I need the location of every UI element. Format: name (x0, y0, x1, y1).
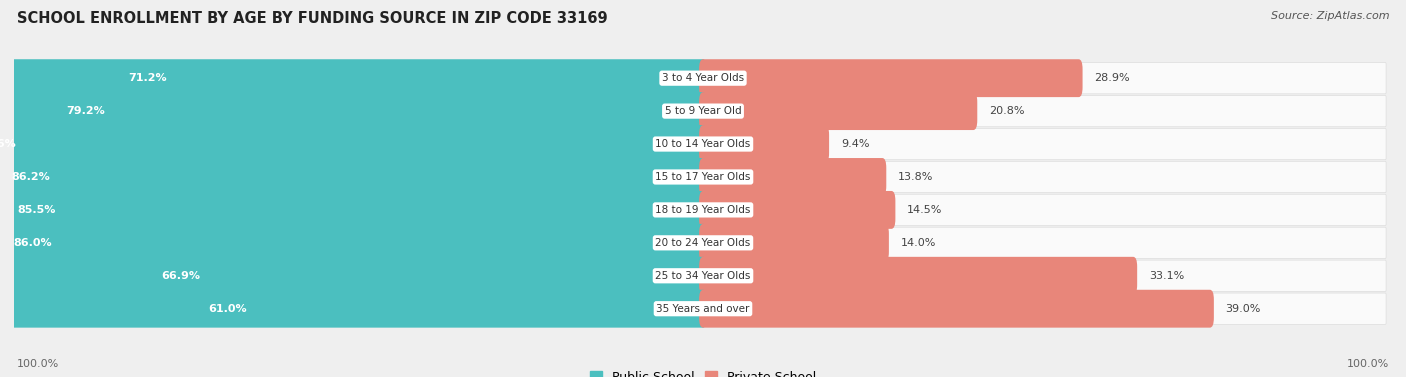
FancyBboxPatch shape (0, 290, 707, 328)
FancyBboxPatch shape (699, 158, 886, 196)
Text: 28.9%: 28.9% (1094, 73, 1130, 83)
FancyBboxPatch shape (20, 95, 1386, 127)
Text: 86.0%: 86.0% (13, 238, 52, 248)
Text: SCHOOL ENROLLMENT BY AGE BY FUNDING SOURCE IN ZIP CODE 33169: SCHOOL ENROLLMENT BY AGE BY FUNDING SOUR… (17, 11, 607, 26)
FancyBboxPatch shape (699, 290, 1213, 328)
Text: 86.2%: 86.2% (11, 172, 51, 182)
Text: 20.8%: 20.8% (988, 106, 1025, 116)
FancyBboxPatch shape (0, 158, 707, 196)
FancyBboxPatch shape (20, 260, 1386, 291)
FancyBboxPatch shape (699, 224, 889, 262)
Text: 25 to 34 Year Olds: 25 to 34 Year Olds (655, 271, 751, 281)
FancyBboxPatch shape (20, 63, 1386, 94)
Text: 39.0%: 39.0% (1226, 304, 1261, 314)
Text: Source: ZipAtlas.com: Source: ZipAtlas.com (1271, 11, 1389, 21)
Text: 100.0%: 100.0% (1347, 359, 1389, 369)
FancyBboxPatch shape (0, 191, 707, 229)
FancyBboxPatch shape (699, 92, 977, 130)
FancyBboxPatch shape (20, 129, 1386, 160)
FancyBboxPatch shape (0, 224, 707, 262)
Text: 66.9%: 66.9% (162, 271, 201, 281)
Text: 10 to 14 Year Olds: 10 to 14 Year Olds (655, 139, 751, 149)
Text: 13.8%: 13.8% (898, 172, 934, 182)
FancyBboxPatch shape (20, 194, 1386, 225)
Legend: Public School, Private School: Public School, Private School (585, 366, 821, 377)
Text: 33.1%: 33.1% (1149, 271, 1184, 281)
Text: 100.0%: 100.0% (17, 359, 59, 369)
Text: 3 to 4 Year Olds: 3 to 4 Year Olds (662, 73, 744, 83)
Text: 61.0%: 61.0% (208, 304, 246, 314)
FancyBboxPatch shape (0, 257, 707, 295)
Text: 14.5%: 14.5% (907, 205, 942, 215)
Text: 85.5%: 85.5% (17, 205, 55, 215)
FancyBboxPatch shape (699, 125, 830, 163)
Text: 79.2%: 79.2% (66, 106, 104, 116)
Text: 35 Years and over: 35 Years and over (657, 304, 749, 314)
FancyBboxPatch shape (699, 59, 1083, 97)
FancyBboxPatch shape (20, 293, 1386, 324)
FancyBboxPatch shape (0, 125, 707, 163)
FancyBboxPatch shape (20, 227, 1386, 259)
Text: 18 to 19 Year Olds: 18 to 19 Year Olds (655, 205, 751, 215)
Text: 15 to 17 Year Olds: 15 to 17 Year Olds (655, 172, 751, 182)
FancyBboxPatch shape (0, 59, 707, 97)
Text: 90.6%: 90.6% (0, 139, 15, 149)
FancyBboxPatch shape (699, 257, 1137, 295)
FancyBboxPatch shape (0, 92, 707, 130)
FancyBboxPatch shape (699, 191, 896, 229)
FancyBboxPatch shape (20, 161, 1386, 193)
Text: 5 to 9 Year Old: 5 to 9 Year Old (665, 106, 741, 116)
Text: 71.2%: 71.2% (128, 73, 167, 83)
Text: 9.4%: 9.4% (841, 139, 869, 149)
Text: 20 to 24 Year Olds: 20 to 24 Year Olds (655, 238, 751, 248)
Text: 14.0%: 14.0% (901, 238, 936, 248)
